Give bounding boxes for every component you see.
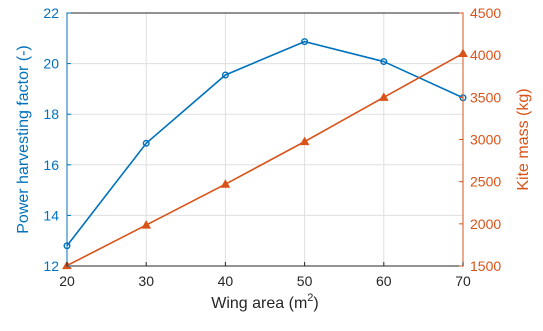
plot-frame [66,12,464,267]
x-axis: 20 30 40 50 60 70 [59,262,471,289]
data-point-triangle [141,220,152,229]
right-y-tick-label: 1500 [470,258,501,274]
left-y-tick-label: 22 [43,5,59,21]
right-y-tick-label: 4000 [470,47,501,63]
x-axis-title: Wing area (m2) [211,292,318,312]
left-y-tick-label: 18 [43,106,59,122]
x-tick-label: 60 [376,273,392,289]
data-point-triangle [220,179,231,188]
right-y-axis: 1500 2000 2500 3000 3500 4000 4500 [459,5,501,274]
series-line-kite-mass [66,52,464,267]
x-axis-title-superscript: 2 [307,292,313,304]
x-axis-title-suffix: ) [313,295,318,312]
right-y-tick-label: 2000 [470,216,501,232]
left-y-tick-label: 12 [43,258,59,274]
x-tick-label: 30 [138,273,154,289]
left-y-tick-label: 16 [43,157,59,173]
x-tick-label: 70 [455,273,471,289]
series-line-power-harvesting-factor [66,40,464,247]
x-axis-title-main: Wing area (m [211,295,307,312]
right-y-tick-label: 3000 [470,132,501,148]
x-tick-label: 40 [218,273,234,289]
right-y-axis-title: Kite mass (kg) [515,88,532,190]
data-point-triangle [378,92,389,101]
data-point-triangle [299,136,310,146]
left-y-tick-label: 20 [43,56,59,72]
series-layer [62,38,468,270]
right-y-tick-label: 4500 [470,5,501,21]
right-y-tick-label: 2500 [470,174,501,190]
data-point-circle [142,139,150,147]
data-point-circle [380,58,388,66]
data-point-circle [301,38,309,46]
left-y-axis: 12 14 16 18 20 22 [43,5,71,274]
data-point-circle [221,71,229,79]
x-tick-label: 50 [297,273,313,289]
grid [66,12,464,267]
right-y-tick-label: 3500 [470,89,501,105]
left-y-axis-title: Power harvesting factor (-) [15,45,32,234]
x-tick-label: 20 [59,273,75,289]
left-y-tick-label: 14 [43,207,59,223]
